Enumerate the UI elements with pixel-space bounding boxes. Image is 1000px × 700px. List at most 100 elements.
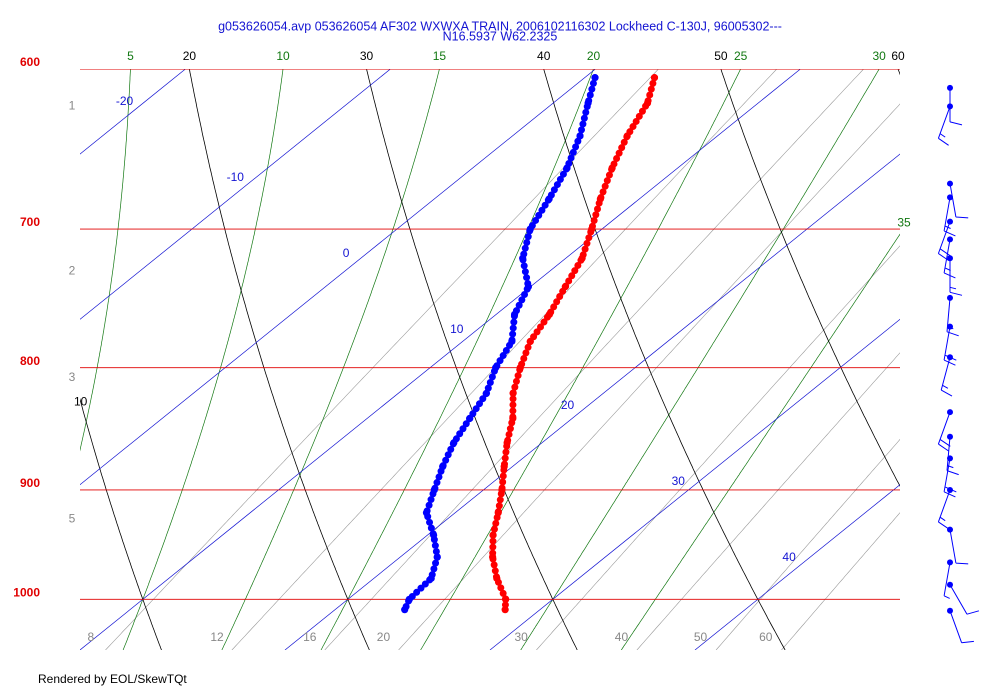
isotherm-label: -10 — [227, 170, 245, 184]
pressure-label: 1000 — [13, 586, 40, 600]
dry-adiabat-label: 40 — [537, 49, 551, 63]
profile-point — [608, 164, 616, 172]
profile-point — [430, 486, 438, 494]
wind-dot — [947, 526, 953, 533]
mixing-ratio-line — [636, 352, 900, 650]
wind-dot — [947, 218, 953, 225]
profile-point — [482, 389, 491, 397]
isotherm — [80, 69, 596, 486]
moist-adiabat — [122, 69, 284, 650]
wind-dot — [947, 103, 953, 110]
moist-adiabat — [420, 69, 741, 650]
profile-point — [493, 574, 501, 582]
profile-point — [591, 74, 599, 82]
reference-lines — [80, 69, 900, 650]
wind-barb — [937, 106, 951, 146]
height-label: 3 — [69, 370, 76, 384]
profile-point — [509, 414, 517, 422]
profile-point — [422, 509, 431, 517]
wind-dot — [947, 236, 953, 243]
profile-point — [526, 225, 534, 233]
height-label: 5 — [69, 512, 76, 526]
mixing-ratio-label: 20 — [377, 630, 391, 644]
wind-dot — [947, 180, 953, 187]
wind-barb — [940, 357, 953, 397]
wind-barb — [949, 529, 969, 565]
moist-adiabat-label: 10 — [276, 49, 290, 63]
mixing-ratio-label: 8 — [87, 630, 94, 644]
wind-barb — [949, 610, 974, 644]
wind-dot — [947, 559, 953, 566]
dry-adiabat-label: 10 — [74, 395, 88, 409]
profile-point — [510, 310, 519, 319]
profile-point — [545, 310, 554, 319]
isotherm-label: 40 — [782, 550, 796, 564]
profile-point — [516, 364, 524, 372]
wind-dot — [947, 294, 953, 301]
profile-point — [489, 553, 497, 561]
dry-adiabat-label: 60 — [891, 49, 905, 63]
dry-adiabat — [720, 69, 900, 487]
mixing-ratio-label: 12 — [210, 630, 224, 644]
moist-adiabat-label: 20 — [587, 49, 601, 63]
isotherm — [694, 484, 900, 650]
profile-point — [561, 283, 569, 291]
profile-point — [502, 595, 510, 603]
mixing-ratio-line — [231, 69, 778, 650]
mixing-ratio-label: 40 — [615, 630, 629, 644]
dry-adiabat — [80, 397, 162, 650]
wind-barb — [949, 183, 969, 219]
profile-point — [545, 195, 553, 203]
wind-dot — [947, 486, 953, 493]
moist-adiabat — [80, 69, 131, 452]
profile-point — [643, 99, 652, 107]
pressure-label: 600 — [20, 55, 40, 69]
pressure-label: 700 — [20, 215, 40, 229]
wind-barb — [937, 411, 951, 452]
moist-adiabat — [621, 233, 900, 650]
wind-dot — [947, 255, 953, 262]
chart-title: g053626054.avp 053626054 AF302 WXWXA TRA… — [218, 19, 782, 33]
profile-point — [508, 337, 516, 345]
mixing-ratio-label: 30 — [514, 630, 528, 644]
dry-adiabat-label: 30 — [360, 49, 374, 63]
dry-adiabat-label: 20 — [183, 49, 197, 63]
moist-adiabat — [320, 69, 594, 650]
profile-point — [588, 225, 596, 233]
profile-line — [489, 74, 658, 614]
height-label: 1 — [69, 99, 76, 113]
mixing-ratio-line — [324, 69, 864, 650]
dry-adiabat — [189, 69, 370, 650]
dry-adiabat-label: 50 — [714, 49, 728, 63]
mixing-ratio-line — [781, 512, 900, 650]
isotherm-label: -20 — [116, 94, 134, 108]
moist-adiabat-label: 35 — [897, 216, 911, 230]
wind-barbs — [937, 84, 980, 644]
mixing-ratio-label: 60 — [759, 630, 773, 644]
isotherm — [489, 318, 900, 650]
profile-point — [650, 74, 659, 82]
isotherm-label: 30 — [672, 474, 686, 488]
profile-point — [439, 463, 447, 471]
mixing-ratio-line — [398, 103, 900, 650]
chart-subtitle: N16.5937 W62.2325 — [443, 29, 558, 43]
isotherm — [80, 69, 801, 650]
isotherm — [284, 153, 900, 650]
moist-adiabat-label: 15 — [433, 49, 447, 63]
profiles — [401, 74, 659, 614]
wind-barb — [943, 562, 951, 599]
mixing-ratio-line — [105, 69, 659, 650]
profile-point — [503, 439, 511, 447]
moist-adiabat-label: 30 — [872, 49, 886, 63]
mixing-ratio-label: 50 — [694, 630, 708, 644]
mixing-ratio-line — [536, 245, 900, 650]
profile-point — [526, 337, 534, 345]
isotherm-label: 20 — [561, 398, 575, 412]
isotherm-label: 10 — [450, 322, 464, 336]
moist-adiabat-label: 5 — [127, 49, 134, 63]
isotherm-label: 0 — [343, 246, 350, 260]
profile-point — [578, 254, 586, 262]
profile-point — [584, 99, 592, 107]
